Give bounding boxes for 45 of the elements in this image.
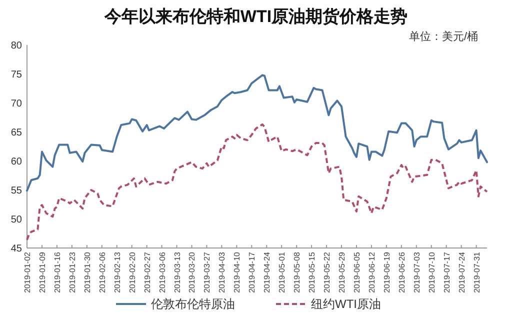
- x-tick-label: 2019-04-17: [248, 251, 257, 293]
- x-tick-label: 2019-07-31: [472, 251, 482, 293]
- x-tick-label: 2019-01-30: [82, 251, 92, 293]
- x-tick-label: 2019-02-27: [142, 251, 152, 293]
- y-tick-label: 45: [10, 244, 22, 254]
- x-tick-label: 2019-02-20: [128, 251, 137, 293]
- y-tick-label: 55: [10, 186, 22, 196]
- y-tick-label: 80: [10, 40, 22, 52]
- x-tick-label: 2019-01-16: [52, 251, 62, 293]
- y-tick-label: 75: [10, 70, 22, 80]
- x-tick-label: 2019-05-08: [292, 251, 302, 293]
- x-tick-label: 2019-03-13: [172, 251, 182, 293]
- x-tick-label: 2019-04-10: [232, 251, 242, 293]
- line-series: [26, 74, 488, 192]
- legend-label: 纽约WTI原油: [311, 297, 381, 311]
- x-tick-label: 2019-07-03: [412, 251, 422, 293]
- chart-title: 今年以来布伦特和WTI原油期货价格走势: [103, 7, 408, 26]
- x-tick-label: 2019-02-06: [98, 251, 107, 293]
- chart-subtitle: 单位：美元/桶: [408, 30, 478, 43]
- x-tick-label: 2019-04-24: [262, 251, 272, 293]
- x-tick-label: 2019-01-09: [38, 251, 47, 293]
- x-tick-label: 2019-03-06: [158, 251, 167, 293]
- y-tick-label: 70: [10, 98, 22, 110]
- y-tick-label: 60: [10, 156, 22, 168]
- x-tick-label: 2019-05-15: [308, 251, 317, 293]
- x-tick-label: 2019-02-13: [112, 251, 122, 293]
- x-tick-label: 2019-06-19: [382, 251, 392, 293]
- x-tick-label: 2019-06-05: [352, 251, 362, 293]
- x-tick-label: 2019-05-29: [338, 251, 347, 293]
- x-tick-label: 2019-03-27: [202, 251, 212, 293]
- x-tick-label: 2019-03-20: [188, 251, 197, 293]
- x-tick-label: 2019-06-12: [367, 251, 376, 293]
- x-tick-label: 2019-07-24: [457, 251, 466, 293]
- x-tick-label: 2019-01-02: [23, 251, 32, 293]
- x-tick-label: 2019-04-03: [218, 251, 227, 293]
- line-series: [26, 123, 488, 241]
- x-tick-label: 2019-05-22: [322, 251, 332, 293]
- legend-label: 伦敦布伦特原油: [151, 297, 235, 311]
- y-tick-label: 50: [10, 214, 22, 226]
- x-tick-label: 2019-01-23: [68, 251, 77, 293]
- y-tick-label: 65: [10, 128, 22, 138]
- x-tick-label: 2019-06-26: [397, 251, 406, 293]
- x-tick-label: 2019-05-01: [278, 251, 287, 293]
- x-tick-label: 2019-07-17: [442, 251, 452, 293]
- x-tick-label: 2019-07-10: [427, 251, 436, 293]
